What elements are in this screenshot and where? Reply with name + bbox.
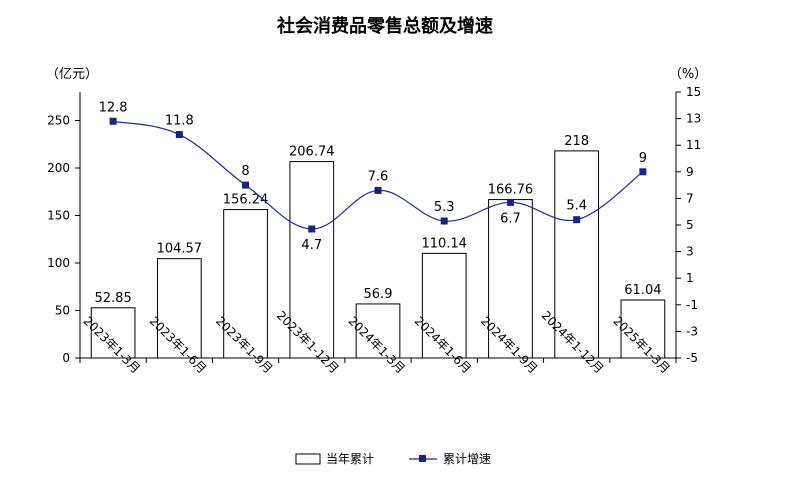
right-tick-label: 5	[686, 218, 694, 232]
line-marker	[175, 131, 183, 139]
line-data-label: 7.6	[368, 169, 389, 184]
line-data-label: 5.3	[434, 200, 455, 215]
left-tick-label: 0	[62, 351, 70, 365]
line-marker	[573, 216, 581, 224]
bar-data-label: 104.57	[157, 242, 203, 257]
bar-data-label: 166.76	[488, 183, 534, 198]
right-tick-label: 11	[686, 138, 701, 152]
line-marker	[506, 198, 514, 206]
left-tick-label: 200	[47, 161, 70, 175]
left-tick-label: 250	[47, 114, 70, 128]
line-series: 12.8 11.8 8 4.7 7.6 5.3 6.7 5.4 9	[99, 100, 647, 253]
chart-title: 社会消费品零售总额及增速	[277, 15, 493, 37]
line-marker	[639, 168, 647, 176]
bar	[620, 299, 666, 359]
bar-data-label: 206.74	[289, 145, 335, 160]
bar-data-label: 156.24	[223, 193, 269, 208]
right-tick-label: 3	[686, 245, 694, 259]
bar-data-label: 110.14	[421, 236, 467, 251]
bar	[223, 209, 268, 359]
line-data-label: 12.8	[99, 100, 128, 115]
right-tick-label: -3	[686, 324, 698, 338]
bar-data-label: 218	[564, 134, 589, 149]
legend-label-bar: 当年累计	[326, 452, 374, 466]
right-tick-label: 15	[686, 85, 701, 99]
legend: 当年累计 累计增速	[295, 452, 491, 466]
bar	[156, 258, 202, 359]
line-data-label: 4.7	[301, 238, 322, 253]
right-axis-unit: （%）	[669, 67, 707, 82]
bar-data-label: 61.04	[624, 283, 661, 298]
line-data-label: 5.4	[566, 199, 587, 214]
right-tick-label: 1	[686, 271, 694, 285]
line-marker	[440, 217, 448, 225]
right-tick-label: -1	[686, 298, 698, 312]
line-marker	[374, 186, 382, 194]
legend-bar-swatch	[295, 453, 321, 465]
line-data-label: 9	[639, 151, 647, 166]
line-data-label: 11.8	[165, 114, 194, 129]
bar-data-label: 56.9	[364, 287, 393, 302]
right-tick-label: 7	[686, 191, 694, 205]
bar-series: 52.85 104.57 156.24 206.74 56.9 110.14 166.76 2…	[90, 134, 666, 359]
left-axis: 0 50 100 150 200 250	[47, 92, 81, 365]
line-marker	[242, 181, 250, 189]
bar	[90, 307, 136, 359]
bar-data-label: 52.85	[95, 291, 132, 306]
right-tick-label: -5	[686, 351, 698, 365]
left-tick-label: 100	[47, 256, 70, 270]
bar	[488, 199, 533, 359]
right-tick-label: 13	[686, 112, 701, 126]
left-tick-label: 150	[47, 209, 70, 223]
bar	[355, 303, 401, 359]
left-axis-unit: （亿元）	[46, 67, 98, 82]
right-tick-label: 9	[686, 165, 694, 179]
legend-marker-swatch	[419, 455, 426, 462]
line-marker	[308, 225, 316, 233]
left-tick-label: 50	[55, 304, 70, 318]
legend-label-line: 累计增速	[443, 452, 491, 466]
line-data-label: 6.7	[500, 211, 521, 226]
line-marker	[109, 117, 117, 125]
bar	[554, 150, 600, 359]
bar	[289, 161, 335, 359]
line-data-label: 8	[241, 164, 249, 179]
